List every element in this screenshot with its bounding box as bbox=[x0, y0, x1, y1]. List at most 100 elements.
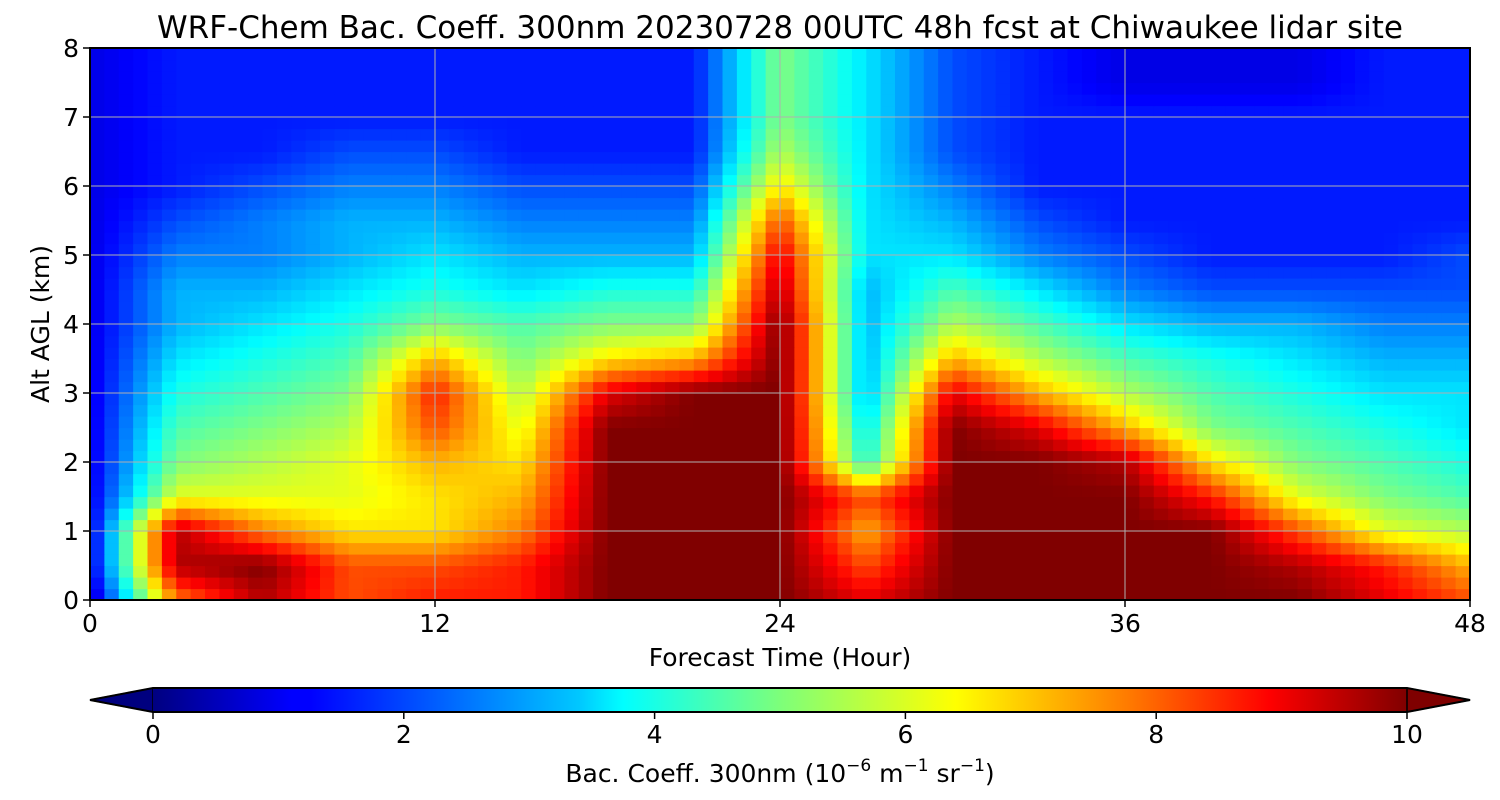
heatmap-cell bbox=[823, 519, 839, 532]
heatmap-cell bbox=[722, 393, 738, 406]
heatmap-cell bbox=[679, 427, 695, 440]
heatmap-cell bbox=[248, 140, 264, 153]
heatmap-cell bbox=[1441, 117, 1457, 130]
heatmap-cell bbox=[708, 531, 724, 544]
heatmap-cell bbox=[866, 588, 882, 600]
heatmap-cell bbox=[262, 588, 278, 600]
heatmap-cell bbox=[837, 519, 853, 532]
heatmap-cell bbox=[1283, 59, 1299, 72]
heatmap-cell bbox=[1355, 220, 1370, 233]
heatmap-cell bbox=[320, 48, 335, 61]
heatmap-cell bbox=[1326, 232, 1342, 245]
heatmap-cell bbox=[866, 163, 882, 176]
heatmap-cell bbox=[1010, 565, 1025, 578]
heatmap-cell bbox=[708, 151, 724, 164]
heatmap-cell bbox=[952, 404, 968, 417]
heatmap-cell bbox=[1355, 439, 1370, 452]
heatmap-cell bbox=[521, 82, 537, 95]
heatmap-cell bbox=[823, 496, 839, 509]
heatmap-cell bbox=[751, 278, 767, 291]
heatmap-cell bbox=[334, 278, 350, 291]
heatmap-cell bbox=[1455, 128, 1470, 141]
heatmap-cell bbox=[492, 105, 508, 118]
heatmap-cell bbox=[736, 174, 752, 187]
heatmap-cell bbox=[291, 209, 307, 222]
heatmap-cell bbox=[1110, 243, 1126, 256]
heatmap-cell bbox=[837, 588, 853, 600]
heatmap-cell bbox=[1441, 82, 1457, 95]
heatmap-cell bbox=[492, 577, 508, 590]
heatmap-cell bbox=[722, 404, 738, 417]
heatmap-cell bbox=[1010, 312, 1025, 325]
heatmap-cell bbox=[1355, 496, 1370, 509]
heatmap-cell bbox=[1254, 312, 1270, 325]
heatmap-cell bbox=[391, 542, 407, 555]
heatmap-cell bbox=[1355, 347, 1370, 360]
heatmap-cell bbox=[1139, 266, 1155, 279]
heatmap-cell bbox=[1211, 439, 1227, 452]
heatmap-cell bbox=[880, 496, 896, 509]
heatmap-cell bbox=[161, 163, 177, 176]
heatmap-cell bbox=[276, 370, 292, 383]
heatmap-cell bbox=[693, 71, 709, 84]
heatmap-cell bbox=[1196, 163, 1212, 176]
heatmap-cell bbox=[1369, 462, 1385, 475]
heatmap-cell bbox=[1096, 519, 1112, 532]
heatmap-cell bbox=[449, 128, 465, 141]
heatmap-cell bbox=[147, 335, 163, 348]
heatmap-cell bbox=[320, 439, 335, 452]
heatmap-cell bbox=[1196, 519, 1212, 532]
heatmap-cell bbox=[636, 588, 652, 600]
heatmap-cell bbox=[1240, 128, 1255, 141]
heatmap-cell bbox=[564, 197, 580, 210]
heatmap-cell bbox=[1412, 289, 1428, 302]
heatmap-cell bbox=[1340, 519, 1356, 532]
heatmap-cell bbox=[406, 473, 422, 486]
heatmap-cell bbox=[1441, 151, 1457, 164]
heatmap-cell bbox=[1067, 542, 1083, 555]
heatmap-cell bbox=[334, 312, 350, 325]
heatmap-cell bbox=[219, 243, 235, 256]
heatmap-cell bbox=[895, 312, 910, 325]
heatmap-cell bbox=[1398, 462, 1414, 475]
heatmap-cell bbox=[995, 197, 1011, 210]
heatmap-cell bbox=[535, 450, 551, 463]
heatmap-cell bbox=[147, 105, 163, 118]
heatmap-cell bbox=[607, 393, 623, 406]
heatmap-cell bbox=[535, 140, 551, 153]
heatmap-cell bbox=[1455, 71, 1470, 84]
heatmap-cell bbox=[751, 117, 767, 130]
heatmap-cell bbox=[1340, 174, 1356, 187]
heatmap-cell bbox=[535, 508, 551, 521]
heatmap-cell bbox=[1268, 209, 1284, 222]
heatmap-cell bbox=[837, 186, 853, 199]
heatmap-cell bbox=[952, 174, 968, 187]
heatmap-cell bbox=[780, 324, 795, 337]
heatmap-cell bbox=[1168, 117, 1184, 130]
heatmap-cell bbox=[1182, 496, 1198, 509]
heatmap-cell bbox=[693, 174, 709, 187]
heatmap-cell bbox=[708, 186, 724, 199]
heatmap-cell bbox=[147, 140, 163, 153]
heatmap-cell bbox=[478, 151, 494, 164]
heatmap-cell bbox=[851, 301, 867, 314]
heatmap-cell bbox=[276, 232, 292, 245]
heatmap-cell bbox=[262, 473, 278, 486]
heatmap-cell bbox=[463, 485, 479, 498]
heatmap-cell bbox=[190, 151, 206, 164]
heatmap-cell bbox=[1283, 186, 1299, 199]
heatmap-cell bbox=[276, 48, 292, 61]
heatmap-cell bbox=[621, 554, 637, 567]
heatmap-cell bbox=[1010, 393, 1025, 406]
heatmap-cell bbox=[1283, 105, 1299, 118]
heatmap-cell bbox=[621, 542, 637, 555]
heatmap-cell bbox=[636, 542, 652, 555]
heatmap-cell bbox=[1153, 140, 1169, 153]
heatmap-cell bbox=[1268, 174, 1284, 187]
heatmap-cell bbox=[794, 519, 810, 532]
heatmap-cell bbox=[794, 496, 810, 509]
heatmap-cell bbox=[1038, 105, 1054, 118]
heatmap-cell bbox=[506, 565, 522, 578]
heatmap-cell bbox=[952, 439, 968, 452]
heatmap-cell bbox=[708, 462, 724, 475]
